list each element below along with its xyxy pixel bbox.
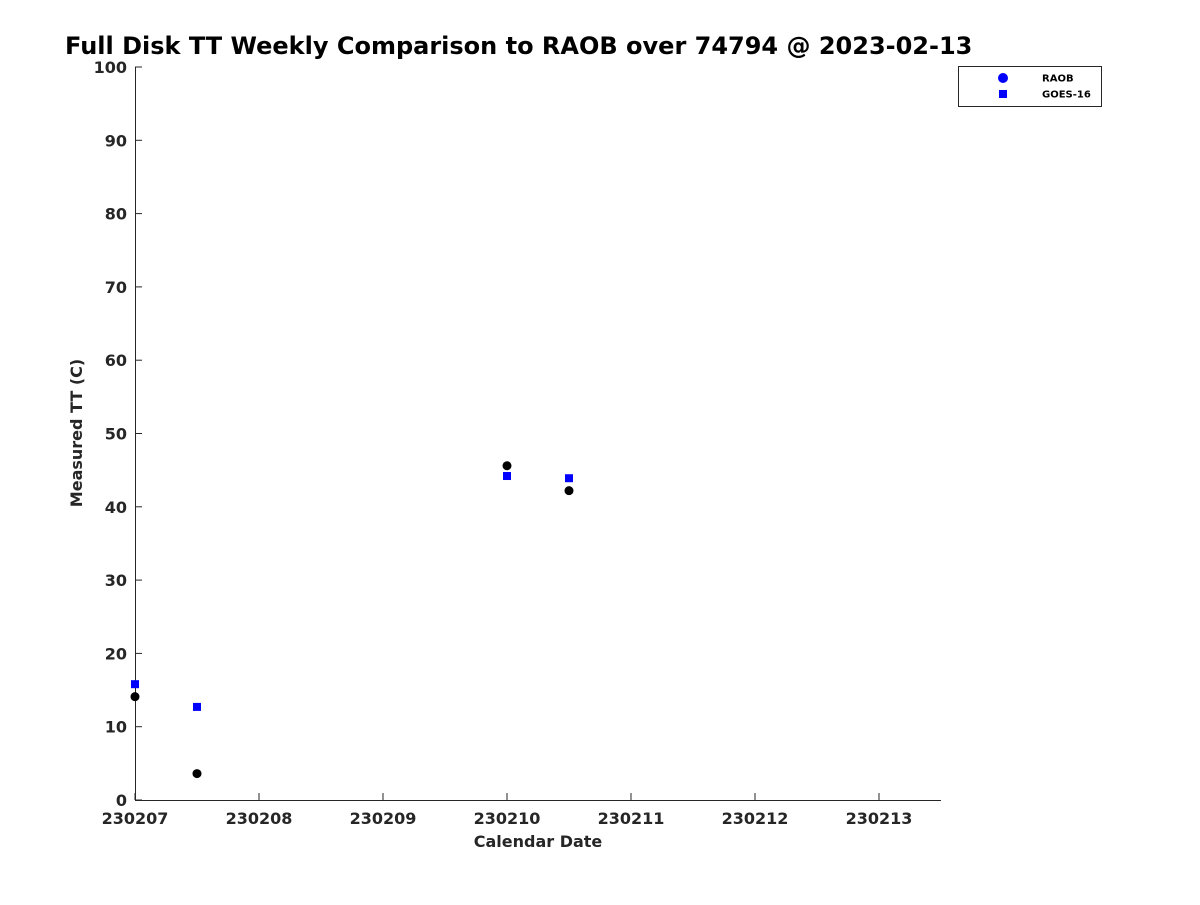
y-ticks: 0 10 20 30 40 50 60 70 80 90 100 (94, 58, 142, 810)
legend-marker-raob (998, 73, 1008, 83)
y-tick-label: 10 (105, 718, 127, 737)
x-axis-label: Calendar Date (474, 832, 603, 851)
x-tick-label: 230213 (846, 809, 913, 828)
y-tick-label: 70 (105, 278, 127, 297)
x-tick-label: 230212 (722, 809, 789, 828)
legend: RAOB GOES-16 (958, 66, 1102, 107)
x-tick-label: 230211 (598, 809, 665, 828)
x-tick-label: 230208 (226, 809, 293, 828)
x-ticks: 230207 230208 230209 230210 230211 230212 2302… (102, 793, 913, 828)
y-tick-label: 20 (105, 644, 127, 663)
goes16-point (131, 680, 139, 689)
legend-box (958, 66, 1102, 107)
y-tick-label: 50 (105, 425, 127, 444)
legend-label: GOES-16 (1042, 90, 1091, 101)
raob-point (130, 692, 140, 702)
goes16-point (503, 472, 511, 481)
goes16-point (565, 474, 573, 483)
raob-point (502, 461, 512, 471)
legend-marker-goes16 (999, 90, 1007, 98)
y-tick-label: 40 (105, 498, 127, 517)
legend-entries: RAOB GOES-16 (998, 73, 1091, 101)
y-tick-label: 0 (116, 791, 127, 810)
y-axis-label: Measured TT (C) (67, 359, 86, 507)
goes16-point (193, 702, 201, 711)
y-tick-label: 80 (105, 205, 127, 224)
x-tick-label: 230207 (102, 809, 169, 828)
y-tick-label: 90 (105, 131, 127, 150)
legend-label: RAOB (1042, 74, 1074, 85)
y-tick-label: 30 (105, 571, 127, 590)
raob-point (192, 769, 202, 779)
chart-title: Full Disk TT Weekly Comparison to RAOB o… (65, 32, 972, 60)
y-tick-label: 100 (94, 58, 127, 77)
x-tick-label: 230210 (474, 809, 541, 828)
y-tick-label: 60 (105, 351, 127, 370)
axes (135, 67, 941, 801)
raob-point (564, 486, 574, 496)
x-tick-label: 230209 (350, 809, 417, 828)
plot-points (130, 461, 574, 779)
